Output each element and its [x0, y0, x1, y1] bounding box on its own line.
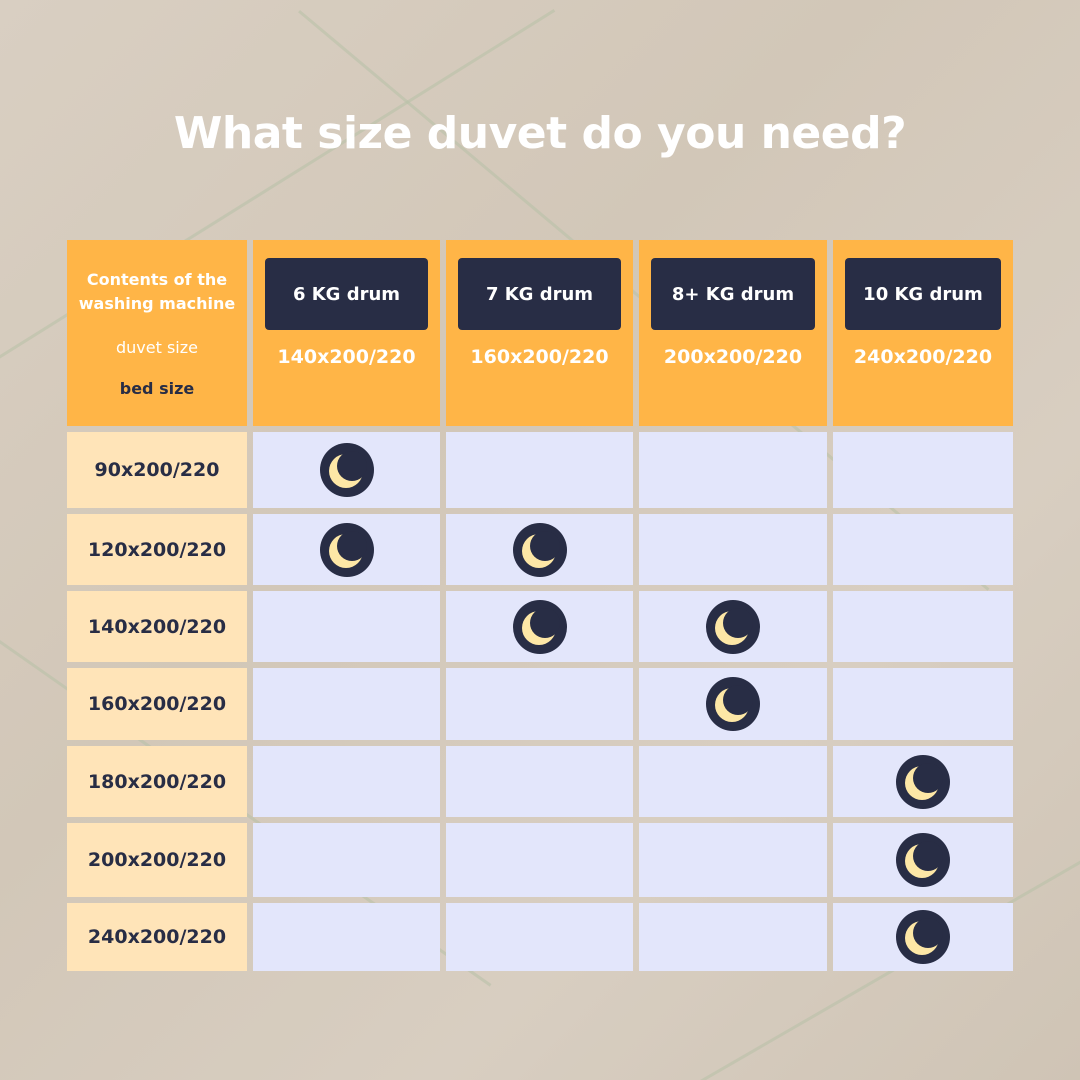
row-label: 120x200/220	[67, 514, 247, 585]
table-cell	[446, 903, 633, 971]
table-cell	[446, 432, 633, 508]
page-title: What size duvet do you need?	[173, 108, 907, 159]
table-cell	[833, 668, 1013, 740]
table-cell	[833, 432, 1013, 508]
table-cell	[639, 591, 827, 662]
moon-icon	[896, 754, 950, 809]
table-cell	[639, 903, 827, 971]
moon-icon	[319, 443, 374, 497]
row-label: 240x200/220	[67, 903, 247, 971]
moon-icon	[512, 599, 567, 654]
duvet-size: 200x200/220	[663, 346, 803, 368]
drum-badge: 8+ KG drum	[651, 258, 815, 330]
table-cell	[253, 903, 440, 971]
table-cell	[446, 514, 633, 585]
moon-icon	[896, 833, 950, 887]
drum-badge: 6 KG drum	[265, 258, 428, 330]
table-cell	[639, 746, 827, 817]
column-header: 10 KG drum 240x200/220	[833, 240, 1013, 426]
table-cell	[446, 746, 633, 817]
table-cell	[639, 668, 827, 740]
table-cell	[639, 514, 827, 585]
table-cell	[833, 514, 1013, 585]
table-cell	[253, 514, 440, 585]
row-label: 90x200/220	[67, 432, 247, 508]
table-cell	[446, 823, 633, 897]
corner-title: Contents of the washing machine	[78, 270, 236, 313]
table-cell	[833, 903, 1013, 971]
moon-icon	[319, 522, 374, 577]
table-cell	[833, 591, 1013, 662]
table-cell	[253, 591, 440, 662]
table-cell	[639, 823, 827, 897]
table-cell	[253, 668, 440, 740]
duvet-size: 160x200/220	[470, 346, 609, 368]
bed-size-label: bed size	[119, 379, 195, 398]
moon-icon	[512, 522, 567, 577]
table-cell	[833, 823, 1013, 897]
row-label: 140x200/220	[67, 591, 247, 662]
table-cell	[253, 823, 440, 897]
table-cell	[446, 591, 633, 662]
moon-icon	[706, 599, 760, 654]
row-label: 180x200/220	[67, 746, 247, 817]
column-header: 7 KG drum 160x200/220	[446, 240, 633, 426]
table-cell	[253, 746, 440, 817]
duvet-size-label: duvet size	[116, 338, 198, 357]
column-header: 8+ KG drum 200x200/220	[639, 240, 827, 426]
duvet-size: 240x200/220	[853, 346, 993, 368]
moon-icon	[706, 677, 760, 731]
row-label: 160x200/220	[67, 668, 247, 740]
table-cell	[639, 432, 827, 508]
table-cell	[833, 746, 1013, 817]
table-cell	[446, 668, 633, 740]
duvet-size: 140x200/220	[277, 346, 416, 368]
corner-header: Contents of the washing machine duvet siz…	[67, 240, 247, 426]
column-header: 6 KG drum 140x200/220	[253, 240, 440, 426]
row-label: 200x200/220	[67, 823, 247, 897]
drum-badge: 10 KG drum	[845, 258, 1001, 330]
table-cell	[253, 432, 440, 508]
drum-badge: 7 KG drum	[458, 258, 621, 330]
moon-icon	[896, 910, 950, 964]
